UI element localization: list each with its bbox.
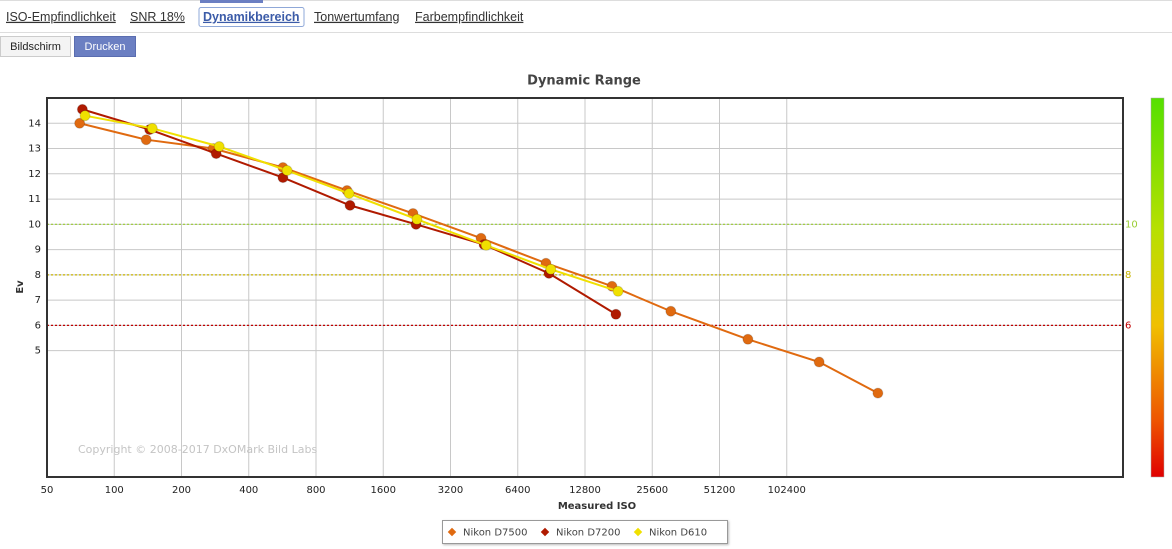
- x-tick-label: 50: [41, 485, 54, 496]
- view-buttons: Bildschirm Drucken: [0, 36, 136, 57]
- data-point: [343, 188, 355, 200]
- legend-box: [442, 520, 728, 544]
- y-tick-label: 9: [35, 245, 41, 256]
- legend-label: Nikon D610: [649, 528, 707, 539]
- tab[interactable]: Tonwertumfang: [314, 10, 400, 24]
- y-tick-label: 10: [28, 219, 41, 230]
- legend-label: Nikon D7200: [556, 528, 620, 539]
- tab[interactable]: Dynamikbereich: [203, 10, 300, 24]
- y-tick-label: 13: [28, 144, 41, 155]
- data-point: [610, 308, 622, 320]
- series-line: [79, 122, 879, 394]
- x-tick-label: 51200: [704, 485, 736, 496]
- data-point: [411, 213, 423, 225]
- y-tick-label: 5: [35, 346, 41, 357]
- legend-label: Nikon D7500: [463, 528, 527, 539]
- data-point: [872, 387, 884, 399]
- y-tick-label: 6: [35, 320, 41, 331]
- x-tick-label: 1600: [371, 485, 396, 496]
- data-point: [742, 333, 754, 345]
- x-tick-label: 25600: [636, 485, 668, 496]
- data-point: [480, 239, 492, 251]
- data-point: [344, 199, 356, 211]
- tab[interactable]: Farbempfindlichkeit: [415, 10, 524, 24]
- view-button[interactable]: [74, 36, 136, 57]
- chart-title: Dynamic Range: [527, 74, 641, 89]
- tab[interactable]: ISO-Empfindlichkeit: [6, 10, 116, 24]
- series-line: [82, 108, 617, 316]
- reference-label: 6: [1125, 320, 1131, 331]
- legend-marker: [540, 527, 550, 537]
- legend-marker: [447, 527, 457, 537]
- x-tick-label: 6400: [505, 485, 530, 496]
- tab-bar: ISO-Empfindlichkeit SNR 18% Dynamikbereich…: [6, 7, 524, 27]
- color-bar: [1150, 97, 1165, 478]
- y-axis-label: Ev: [15, 280, 26, 294]
- plot-border: [46, 97, 1124, 478]
- x-tick-label: 400: [239, 485, 258, 496]
- data-point: [79, 110, 91, 122]
- y-tick-label: 12: [28, 169, 41, 180]
- legend: Nikon D7500 Nikon D7200 Nikon D610: [447, 527, 707, 539]
- data-point: [74, 117, 86, 129]
- data-point: [281, 165, 293, 177]
- data-point: [213, 141, 225, 153]
- y-tick-label: 11: [28, 194, 41, 205]
- x-axis-label: Measured ISO: [558, 501, 636, 512]
- view-button-label: Drucken: [85, 41, 126, 53]
- data-point: [612, 285, 624, 297]
- x-tick-label: 3200: [438, 485, 463, 496]
- legend-marker: [633, 527, 643, 537]
- x-tick-label: 12800: [569, 485, 601, 496]
- view-button[interactable]: [0, 36, 71, 57]
- data-point: [665, 305, 677, 317]
- y-tick-label: 8: [35, 270, 41, 281]
- watermark: Copyright © 2008-2017 DxOMark Bild Labs: [78, 443, 317, 456]
- x-tick-label: 200: [172, 485, 191, 496]
- tab-selected-box: [198, 7, 305, 27]
- reference-label: 8: [1125, 270, 1131, 281]
- x-tick-label: 100: [105, 485, 124, 496]
- reference-label: 10: [1125, 219, 1138, 230]
- x-tick-label: 800: [306, 485, 325, 496]
- plot-marks: [74, 103, 884, 399]
- data-point: [146, 122, 158, 134]
- data-point: [813, 356, 825, 368]
- data-point: [545, 263, 557, 275]
- tab[interactable]: SNR 18%: [130, 10, 185, 24]
- view-button-label: Bildschirm: [10, 41, 61, 53]
- x-tick-label: 102400: [768, 485, 806, 496]
- tab-indicator: [200, 0, 263, 3]
- grid: 50 100 200 400 800 1600 3200 6400 12800 25600 5120…: [28, 98, 1138, 496]
- data-point: [140, 134, 152, 146]
- y-tick-label: 14: [28, 118, 41, 129]
- y-tick-label: 7: [35, 295, 41, 306]
